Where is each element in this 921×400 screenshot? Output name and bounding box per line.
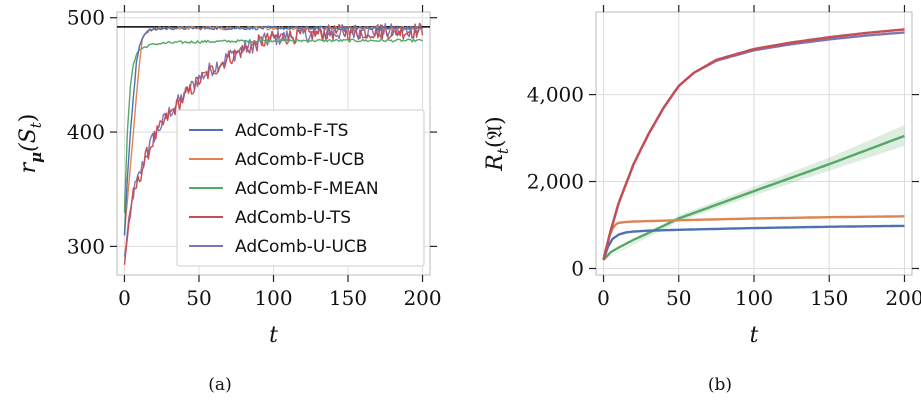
series-line-adcomb-f-ts	[602, 224, 905, 261]
x-axis-label: t	[750, 323, 759, 348]
x-tick-label: 50	[666, 286, 691, 310]
legend-label-adcomb-u-ts: AdComb-U-TS	[235, 208, 351, 228]
y-tick-label: 400	[67, 120, 105, 144]
plot-area	[602, 28, 905, 261]
x-tick-label: 100	[254, 286, 292, 310]
y-label-open: (	[483, 139, 508, 148]
x-tick-label: 0	[597, 286, 610, 310]
chart-a: 0 50 100 150 200300400500trμ(St)(a)AdComb-F-…	[16, 5, 442, 395]
y-axis-label: rμ(St)	[16, 114, 45, 174]
legend-label-adcomb-f-ucb: AdComb-F-UCB	[235, 150, 365, 170]
y-label-close: )	[483, 116, 508, 125]
panel-caption: (b)	[708, 375, 732, 395]
y-axis-label: Rt(𝔄)	[483, 116, 512, 171]
y-label-sub: t	[27, 121, 45, 128]
y-label-sub: μ	[27, 152, 45, 163]
panel-caption: (a)	[208, 375, 231, 395]
series-line-adcomb-u-ts	[123, 22, 424, 265]
y-label-close: )	[16, 114, 41, 123]
series-line-adcomb-u-ts	[602, 28, 905, 261]
y-tick-label: 300	[67, 234, 105, 258]
y-label-paren: (S	[16, 128, 41, 152]
y-label-main: r	[16, 161, 41, 173]
confidence-band-adcomb-f-mean	[603, 125, 905, 260]
legend-label-adcomb-u-ucb: AdComb-U-UCB	[235, 237, 367, 257]
y-label-symbol: 𝔄	[483, 124, 508, 139]
legend-box	[176, 109, 425, 267]
y-tick-label: 500	[67, 6, 105, 30]
y-label-sub: t	[494, 147, 512, 154]
x-tick-label: 150	[810, 286, 848, 310]
y-tick-label: 4,000	[527, 83, 584, 107]
x-tick-label: 150	[329, 286, 367, 310]
legend-label-adcomb-f-mean: AdComb-F-MEAN	[235, 179, 379, 199]
plot-area	[117, 22, 430, 265]
series-line-adcomb-f-ts	[123, 25, 423, 236]
y-tick-label: 0	[571, 256, 584, 280]
x-tick-label: 50	[186, 286, 211, 310]
y-tick-label: 2,000	[527, 170, 584, 194]
x-tick-label: 200	[403, 286, 441, 310]
x-axis-label: t	[269, 323, 278, 348]
legend: AdComb-F-TS AdComb-F-UCB AdComb-F-MEAN AdCo…	[176, 109, 425, 267]
series-line-adcomb-f-ucb	[602, 215, 905, 261]
x-tick-label: 0	[118, 286, 131, 310]
series-line-adcomb-f-mean	[123, 38, 423, 213]
legend-label-adcomb-f-ts: AdComb-F-TS	[235, 121, 348, 141]
x-tick-label: 100	[735, 286, 773, 310]
y-label-main: R	[483, 154, 508, 172]
x-tick-label: 200	[885, 286, 921, 310]
